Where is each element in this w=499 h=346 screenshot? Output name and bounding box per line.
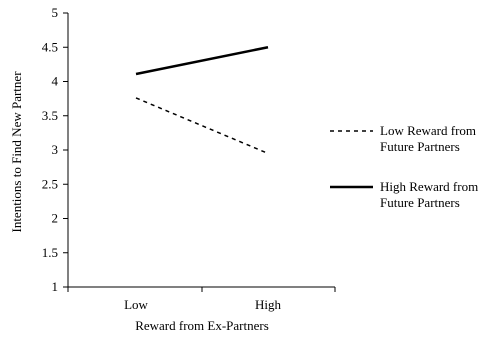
y-tick-label: 2	[52, 211, 59, 226]
x-tick-label: High	[255, 297, 282, 312]
y-tick-label: 3	[52, 142, 59, 157]
legend-label: High Reward from	[380, 179, 478, 194]
legend-label: Future Partners	[380, 195, 460, 210]
plot-area: 1 1.5 2 2.5 3 3.5 4 4.5 5 Low High	[42, 5, 336, 312]
y-tick-label: 3.5	[42, 108, 58, 123]
y-tick-label: 4	[52, 74, 59, 89]
legend-label: Low Reward from	[380, 123, 476, 138]
y-tick-label: 1	[52, 279, 59, 294]
y-tick-label: 2.5	[42, 176, 58, 191]
y-tick-label: 1.5	[42, 245, 58, 260]
x-axis-title: Reward from Ex-Partners	[135, 318, 269, 333]
series-line-0	[135, 97, 269, 155]
y-tick-label: 5	[52, 5, 59, 20]
series-line-1	[135, 46, 269, 76]
y-tick-label: 4.5	[42, 39, 58, 54]
x-tick-label: Low	[124, 297, 148, 312]
legend-label: Future Partners	[380, 139, 460, 154]
y-axis-title: Intentions to Find New Partner	[9, 71, 24, 233]
